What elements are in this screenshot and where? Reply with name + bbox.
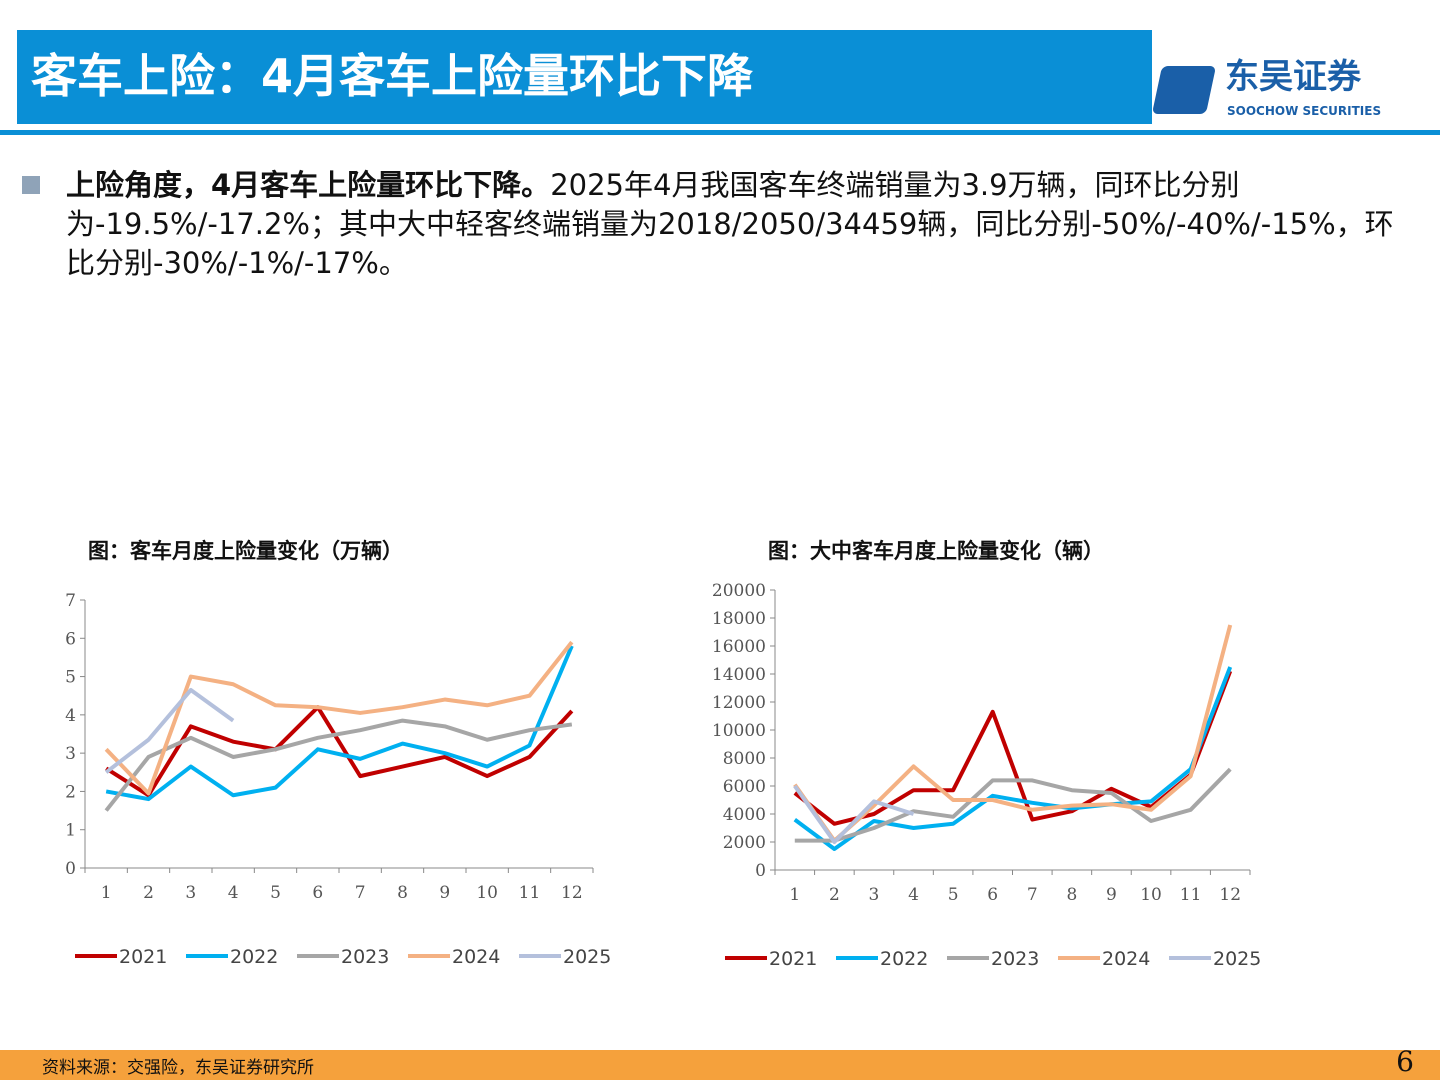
footer-bar: 资料来源：交强险，东吴证券研究所 <box>0 1050 1440 1080</box>
legend-label-2025: 2025 <box>1213 948 1261 970</box>
x-tick-label: 9 <box>439 883 450 903</box>
logo-mark-icon <box>1151 66 1217 114</box>
source-note: 资料来源：交强险，东吴证券研究所 <box>42 1058 314 1078</box>
x-tick-label: 3 <box>869 885 880 905</box>
x-tick-label: 7 <box>355 883 366 903</box>
logo-subtext: SOOCHOW SECURITIES <box>1227 104 1382 118</box>
series-line-2023 <box>104 718 573 812</box>
series-line-2023 <box>794 767 1232 843</box>
y-tick-label: 20000 <box>712 581 766 601</box>
y-tick-label: 4 <box>65 706 76 726</box>
y-tick-label: 12000 <box>712 693 766 713</box>
y-tick-label: 4000 <box>723 805 766 825</box>
x-tick-label: 1 <box>101 883 112 903</box>
chart2: 0 2000 4000 6000 8000 10000 12000 14000 16000 180… <box>712 581 1261 970</box>
x-tick-label: 9 <box>1106 885 1117 905</box>
x-tick-label: 8 <box>397 883 408 903</box>
page-title: 客车上险：4月客车上险量环比下降 <box>31 49 754 103</box>
header-rule <box>0 130 1440 135</box>
x-tick-label: 12 <box>1219 885 1241 905</box>
series-line-2022 <box>793 666 1233 851</box>
legend-label-2024: 2024 <box>452 946 500 968</box>
series-line-2025 <box>104 687 235 774</box>
x-tick-label: 6 <box>312 883 323 903</box>
logo-text: 东吴证券 <box>1225 57 1361 97</box>
y-tick-label: 8000 <box>723 749 766 769</box>
series-line-2021 <box>105 705 574 798</box>
y-tick-label: 10000 <box>712 721 766 741</box>
y-tick-label: 6000 <box>723 777 766 797</box>
x-tick-label: 11 <box>1180 885 1202 905</box>
x-tick-label: 1 <box>789 885 800 905</box>
legend-label-2025: 2025 <box>563 946 611 968</box>
page-number: 6 <box>1396 1045 1414 1078</box>
y-tick-label: 16000 <box>712 637 766 657</box>
x-tick-label: 4 <box>228 883 239 903</box>
x-tick-label: 6 <box>987 885 998 905</box>
y-tick-label: 3 <box>65 744 76 764</box>
x-tick-label: 2 <box>829 885 840 905</box>
legend-label-2023: 2023 <box>991 948 1039 970</box>
y-tick-label: 1 <box>65 821 76 841</box>
legend-label-2022: 2022 <box>880 948 928 970</box>
legend-label-2024: 2024 <box>1102 948 1150 970</box>
legend-label-2023: 2023 <box>341 946 389 968</box>
x-tick-label: 5 <box>948 885 959 905</box>
y-tick-label: 6 <box>65 629 76 649</box>
summary-lead: 上险角度，4月客车上险量环比下降。 <box>66 168 551 202</box>
title-banner: 客车上险：4月客车上险量环比下降 <box>17 30 1152 124</box>
x-tick-label: 10 <box>476 883 498 903</box>
x-tick-label: 5 <box>270 883 281 903</box>
x-tick-label: 11 <box>519 883 541 903</box>
legend-label-2022: 2022 <box>230 946 278 968</box>
series-line-2024 <box>793 624 1233 843</box>
y-tick-label: 2000 <box>723 833 766 853</box>
y-tick-label: 14000 <box>712 665 766 685</box>
x-tick-label: 8 <box>1066 885 1077 905</box>
y-tick-label: 5 <box>65 668 76 688</box>
legend-label-2021: 2021 <box>769 948 817 970</box>
legend-label-2021: 2021 <box>119 946 167 968</box>
summary-text: 2025年4月我国客车终端销量为3.9万辆，同环比分别为-19.5%/-17.2… <box>66 168 1394 280</box>
x-tick-label: 7 <box>1027 885 1038 905</box>
x-tick-label: 12 <box>561 883 583 903</box>
x-tick-label: 2 <box>143 883 154 903</box>
summary-paragraph: 上险角度，4月客车上险量环比下降。2025年4月我国客车终端销量为3.9万辆，同… <box>66 166 1396 283</box>
y-tick-label: 18000 <box>712 609 766 629</box>
y-tick-label: 0 <box>65 859 76 879</box>
y-tick-label: 7 <box>65 591 76 611</box>
x-tick-label: 3 <box>185 883 196 903</box>
chart1-title: 图：客车月度上险量变化（万辆） <box>88 539 403 563</box>
y-tick-label: 0 <box>755 861 766 881</box>
x-tick-label: 10 <box>1140 885 1162 905</box>
logo: 东吴证券 SOOCHOW SECURITIES <box>1151 57 1427 126</box>
series-line-2025 <box>793 784 915 844</box>
y-tick-label: 2 <box>65 782 76 802</box>
bullet-icon <box>22 176 40 194</box>
series-line-2022 <box>105 645 574 802</box>
x-tick-label: 4 <box>908 885 919 905</box>
chart2-title: 图：大中客车月度上险量变化（辆） <box>768 539 1104 563</box>
